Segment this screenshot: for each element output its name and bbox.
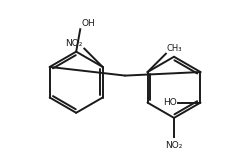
Text: NO₂: NO₂: [65, 39, 82, 48]
Text: OH: OH: [81, 19, 95, 28]
Text: NO₂: NO₂: [165, 141, 183, 148]
Text: CH₃: CH₃: [167, 44, 182, 53]
Text: HO: HO: [163, 98, 177, 107]
